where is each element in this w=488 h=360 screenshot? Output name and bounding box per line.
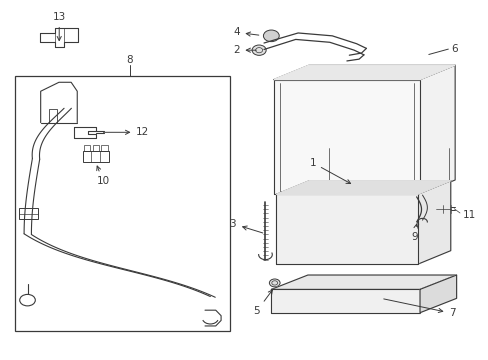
Bar: [435, 205, 450, 213]
Polygon shape: [273, 65, 454, 80]
Text: 13: 13: [53, 12, 66, 41]
Bar: [84, 145, 90, 151]
Text: 2: 2: [232, 45, 256, 55]
Bar: [19, 208, 38, 220]
Text: 7: 7: [383, 299, 455, 318]
Polygon shape: [419, 275, 456, 313]
Circle shape: [296, 183, 309, 193]
Circle shape: [263, 30, 279, 42]
Text: 12: 12: [103, 127, 149, 137]
Text: 9: 9: [410, 224, 417, 242]
Circle shape: [269, 279, 280, 287]
Bar: [283, 293, 339, 309]
Text: 11: 11: [462, 210, 475, 220]
Polygon shape: [273, 80, 419, 194]
Text: 10: 10: [96, 166, 109, 186]
Bar: [341, 293, 397, 309]
Bar: [15, 76, 229, 330]
Polygon shape: [276, 194, 417, 264]
Circle shape: [397, 184, 407, 192]
Bar: [101, 145, 107, 151]
Polygon shape: [417, 181, 450, 264]
Bar: [92, 145, 99, 151]
Text: 8: 8: [126, 55, 133, 65]
Polygon shape: [276, 181, 450, 194]
Text: 1: 1: [309, 158, 350, 184]
Polygon shape: [419, 65, 454, 194]
Text: 5: 5: [253, 290, 272, 316]
Text: 4: 4: [232, 27, 258, 37]
Polygon shape: [271, 275, 456, 289]
Text: 6: 6: [450, 44, 457, 54]
Bar: [83, 151, 108, 162]
Text: 3: 3: [229, 219, 262, 233]
Bar: [49, 109, 57, 123]
Circle shape: [252, 45, 265, 55]
Polygon shape: [271, 289, 419, 313]
